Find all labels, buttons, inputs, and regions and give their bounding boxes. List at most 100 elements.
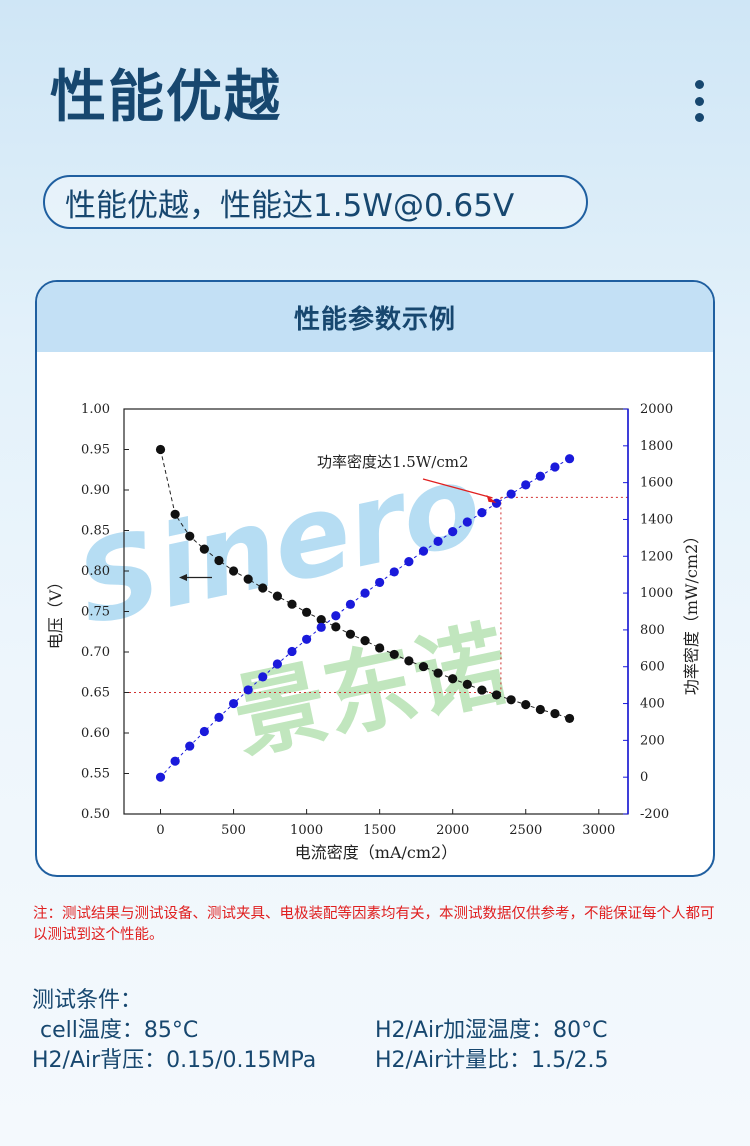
y-left-tick-label: 1.00 [81,402,110,417]
menu-dot [694,113,704,122]
data-point-voltage [550,708,560,719]
x-tick-label: 2000 [436,823,469,838]
watermark-chinese: 景东诺 [224,610,516,772]
annotation-arrow [422,478,493,499]
x-axis-label: 电流密度（mA/cm2） [295,843,457,862]
data-point-voltage [243,574,253,584]
data-point-power [331,611,341,621]
data-point-voltage [491,690,502,700]
chart-annotation: 功率密度达1.5W/cm2 [317,453,469,471]
y-left-tick-label: 0.55 [81,767,110,782]
page-title: 性能优越 [50,65,282,130]
conditions-title: 测试条件： [32,988,143,1013]
data-point-power [228,698,239,709]
y-left-axis-label: 电压（V） [46,574,65,650]
subtitle-badge: 性能优越，性能达1.5W@0.65V [43,175,588,229]
y-right-tick-label: 800 [640,623,665,638]
data-point-voltage [214,555,224,566]
card-title: 性能参数示例 [37,282,713,352]
y-right-tick-label: 200 [640,733,665,748]
data-point-voltage [287,599,297,609]
data-point-power [550,462,560,472]
y-left-tick-label: 0.75 [81,605,110,620]
y-right-axis-label: 功率密度（mW/cm2） [682,528,701,695]
condition-humidify-temp: H2/Air加湿温度：80°C [375,1018,608,1043]
y-left-tick-label: 0.95 [81,443,110,458]
data-point-voltage [155,444,166,455]
data-point-power [345,599,356,609]
data-point-voltage [448,674,458,684]
data-point-power [491,498,502,508]
data-point-power [243,685,253,695]
y-right-tick-label: 1400 [640,512,673,527]
data-point-power [506,489,516,499]
data-point-voltage [404,656,414,666]
data-point-voltage [418,661,429,672]
menu-dot [694,80,704,89]
data-point-power [214,712,224,722]
data-point-voltage [199,544,209,554]
data-point-voltage [564,713,575,724]
data-point-power [199,726,209,737]
data-point-power [535,471,545,481]
y-right-tick-label: 600 [640,660,665,675]
voltage-axis-arrowhead [179,573,187,581]
data-point-voltage [316,615,326,625]
data-point-voltage [535,704,545,715]
data-point-voltage [462,679,472,689]
data-point-voltage [331,622,341,632]
disclaimer-note: 注：测试结果与测试设备、测试夹具、电极装配等因素均有关，本测试数据仅供参考，不能… [33,906,715,943]
condition-back-pressure: H2/Air背压：0.15/0.15MPa [32,1048,317,1073]
data-point-voltage [389,649,399,660]
menu-dot [694,96,704,106]
y-left-tick-label: 0.80 [81,564,110,579]
y-left-tick-label: 0.70 [81,645,110,660]
y-right-tick-label: 2000 [640,402,673,417]
data-point-power [375,577,385,588]
annotation-arrowhead [486,494,497,503]
data-point-power [564,454,575,464]
data-point-power [360,588,370,598]
y-left-tick-label: 0.90 [81,483,110,498]
data-point-power [477,508,487,518]
data-point-power [448,527,458,537]
more-options-icon[interactable] [688,80,710,122]
data-point-power [316,622,326,632]
condition-cell-temp: cell温度：85°C [40,1018,199,1043]
data-point-power [433,536,443,546]
data-point-voltage [185,531,195,541]
data-point-power [389,567,399,577]
x-tick-label: 1000 [290,823,323,838]
data-point-power [418,546,429,556]
y-right-tick-label: 1000 [640,586,673,601]
y-right-tick-label: 1600 [640,476,673,491]
data-point-voltage [360,636,370,646]
condition-stoich-ratio: H2/Air计量比：1.5/2.5 [375,1048,609,1073]
y-right-tick-label: -200 [640,807,669,822]
data-point-voltage [375,643,385,653]
y-left-tick-label: 0.60 [81,726,110,741]
data-point-voltage [258,583,268,593]
data-point-power [521,480,531,490]
y-right-tick-label: 400 [640,697,665,712]
x-tick-label: 1500 [363,823,396,838]
y-left-tick-label: 0.50 [81,807,110,822]
y-left-tick-label: 0.85 [81,524,110,539]
x-tick-label: 0 [156,823,164,838]
data-point-power [302,634,312,644]
data-point-voltage [433,668,443,678]
data-point-voltage [477,685,487,695]
data-point-voltage [345,629,356,639]
data-point-voltage [506,695,516,705]
data-point-voltage [170,509,180,519]
series-line-power [160,458,570,778]
data-point-voltage [302,607,312,617]
x-tick-label: 2500 [509,823,542,838]
data-point-power [170,756,180,766]
y-right-tick-label: 0 [640,770,648,785]
data-point-power [287,646,297,657]
x-tick-label: 500 [221,823,246,838]
plot-area: 0 500 1000 1500 2000 2500 30001.000.950.900.85… [46,402,701,862]
data-point-power [185,741,195,751]
data-point-power [272,659,282,669]
